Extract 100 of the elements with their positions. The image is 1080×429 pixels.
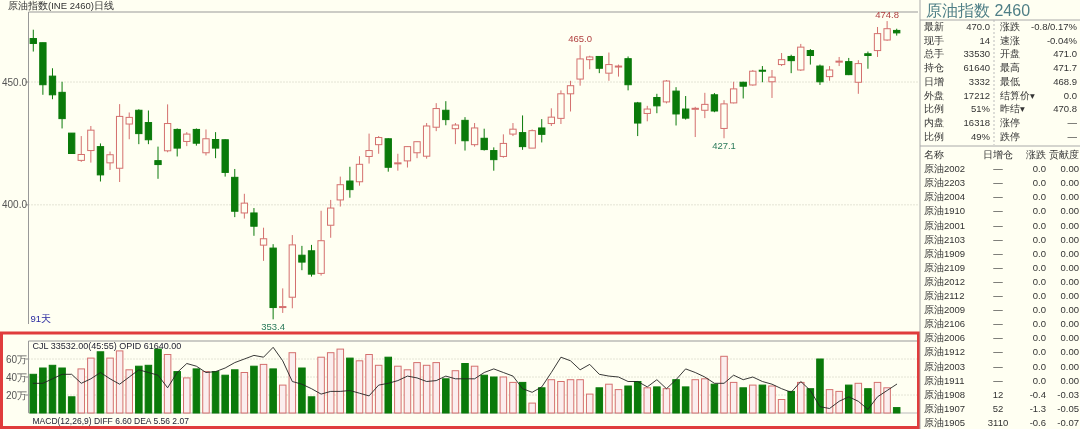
- text: —: [993, 247, 1004, 259]
- text: 0.0: [1032, 374, 1046, 386]
- text: 原油2109: [924, 261, 966, 273]
- text: 原油2112: [924, 290, 965, 301]
- text: 0.00: [1060, 290, 1079, 301]
- text: 原油2012: [924, 275, 966, 287]
- text: 昨结▾: [1000, 103, 1025, 115]
- text: 16318: [963, 116, 990, 128]
- text: 原油2103: [924, 233, 966, 245]
- text: —: [993, 304, 1004, 316]
- text: 持仓: [924, 62, 944, 74]
- annotation: CJL 33532.00(45:55) OPID 61640.00: [32, 341, 182, 351]
- text: 61640: [963, 62, 990, 74]
- text: 33530: [963, 48, 990, 60]
- text: 最高: [1000, 62, 1020, 74]
- text: 0.00: [1060, 177, 1079, 189]
- text: 0.0: [1032, 275, 1046, 287]
- text: 比例: [924, 103, 944, 115]
- text: 原油1912: [924, 346, 966, 358]
- text: —: [993, 163, 1004, 175]
- text: 原油2203: [924, 177, 966, 189]
- text: 原油2004: [924, 191, 966, 203]
- annotation: 465.0: [568, 33, 593, 45]
- annotation: 474.8: [875, 9, 899, 21]
- text: 471.0: [1053, 48, 1077, 60]
- text: 0.0: [1032, 191, 1046, 203]
- text: —: [993, 261, 1004, 273]
- text: 原油1910: [924, 205, 966, 217]
- text: 涨跌: [1026, 149, 1046, 160]
- text: 原油2002: [924, 163, 966, 175]
- text: 0.00: [1060, 261, 1079, 273]
- text: 0.00: [1060, 318, 1079, 330]
- text: 3110: [987, 416, 1009, 428]
- text: —: [993, 191, 1004, 203]
- text: -0.04%: [1046, 34, 1078, 46]
- text: —: [993, 332, 1004, 344]
- text: MACD(12,26,9) DIFF 6.60 DEA 5.56 2.07: [32, 416, 190, 426]
- text: 最低: [1000, 75, 1020, 87]
- text: 0.00: [1060, 205, 1079, 217]
- text: 0.0: [1032, 318, 1046, 330]
- text: -0.6: [1029, 416, 1046, 428]
- text: 0.0: [1032, 346, 1046, 358]
- annotation: 353.4: [261, 321, 286, 333]
- text: 原油1908: [924, 388, 966, 400]
- text: 0.00: [1060, 275, 1079, 287]
- text: 日增: [924, 75, 944, 87]
- text: 14: [979, 34, 990, 46]
- text: 内盘: [924, 116, 944, 128]
- text: 0.0: [1032, 304, 1046, 316]
- y-tick-label: 20万: [5, 389, 27, 401]
- y-tick-label: 60万: [5, 353, 27, 365]
- text: 471.7: [1053, 62, 1077, 74]
- text: 0.0: [1032, 290, 1046, 301]
- text: 最新: [924, 21, 944, 32]
- text: 原油2106: [924, 318, 966, 330]
- text: -0.8/0.17%: [1031, 21, 1078, 32]
- text: —: [993, 346, 1004, 358]
- text: 0.00: [1060, 219, 1079, 231]
- text: 0.0: [1032, 261, 1046, 273]
- text: 0.0: [1032, 163, 1046, 175]
- text: 速涨: [1000, 34, 1020, 46]
- text: 日增仓: [983, 149, 1013, 160]
- text: 原油2001: [924, 219, 966, 231]
- text: 原油指数 2460: [926, 2, 1031, 19]
- text: 原油1911: [924, 374, 965, 386]
- text: 0.00: [1060, 374, 1079, 386]
- text: 0.00: [1060, 233, 1079, 245]
- text: -0.03: [1057, 388, 1079, 400]
- text: 原油2009: [924, 304, 966, 316]
- text: 12: [992, 388, 1004, 400]
- text: 0.00: [1060, 332, 1079, 344]
- text: -0.07: [1057, 416, 1079, 428]
- text: 0.0: [1032, 233, 1046, 245]
- text: 0.0: [1032, 360, 1046, 372]
- text: 0.00: [1060, 346, 1079, 358]
- text: 涨停: [1000, 116, 1020, 128]
- text: —: [993, 318, 1004, 330]
- text: —: [993, 219, 1004, 231]
- text: 49%: [970, 130, 991, 142]
- annotation: 427.1: [712, 140, 736, 152]
- text: 原油1909: [924, 247, 966, 259]
- text: —: [1067, 130, 1078, 142]
- text: —: [993, 275, 1004, 287]
- text: 0.00: [1060, 247, 1079, 259]
- text: 总手: [923, 48, 944, 60]
- text: 0.0: [1032, 205, 1046, 217]
- text: 原油2006: [924, 332, 966, 344]
- text: 贡献度: [1049, 149, 1079, 160]
- text: 52: [992, 402, 1004, 414]
- text: 470.8: [1053, 103, 1077, 115]
- text: -0.05: [1057, 402, 1079, 414]
- text: 0.00: [1060, 360, 1079, 372]
- text: 0.00: [1060, 304, 1079, 316]
- text: 0.0: [1032, 177, 1046, 189]
- text: 比例: [924, 130, 944, 142]
- text: 3332: [968, 75, 990, 87]
- text: 0.00: [1060, 191, 1079, 203]
- y-tick-label: 450.0: [1, 76, 28, 88]
- text: 名称: [924, 149, 944, 160]
- text: —: [1067, 116, 1078, 128]
